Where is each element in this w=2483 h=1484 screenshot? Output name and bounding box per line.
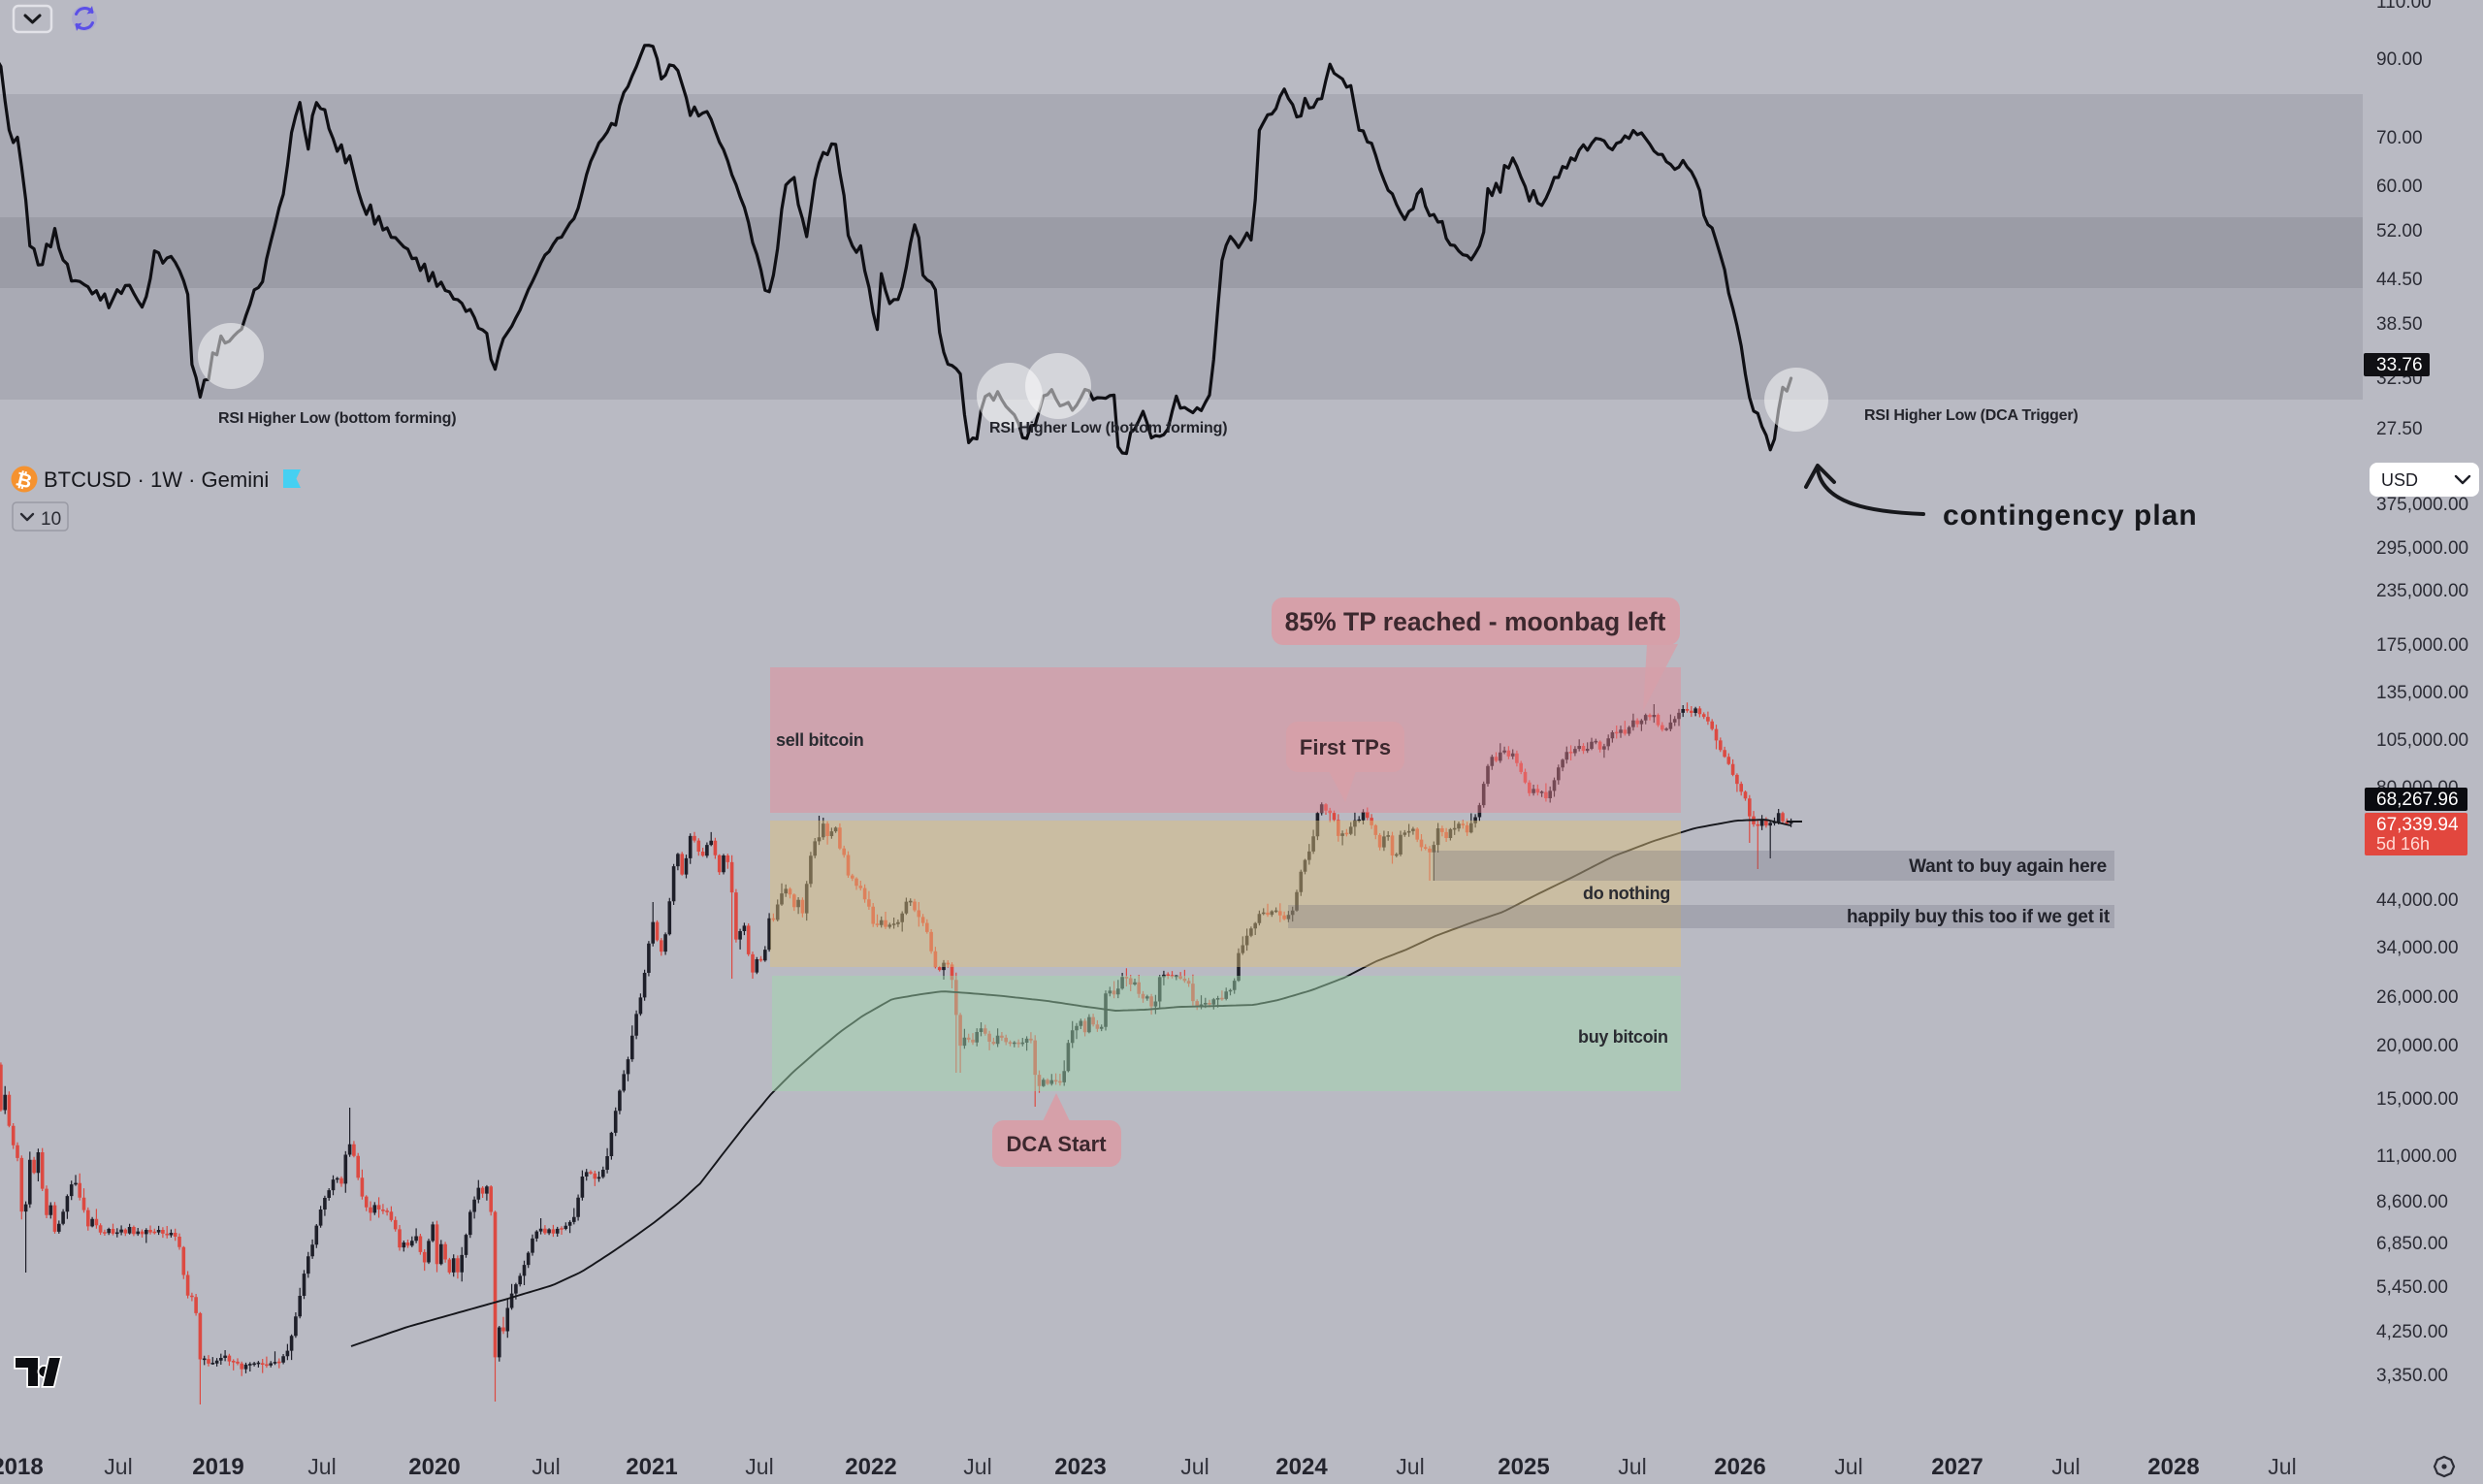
svg-text:₿: ₿ xyxy=(14,468,34,493)
svg-text:3,350.00: 3,350.00 xyxy=(2376,1366,2448,1386)
svg-text:2024: 2024 xyxy=(1275,1454,1328,1480)
svg-text:27.50: 27.50 xyxy=(2376,419,2423,439)
svg-text:USD: USD xyxy=(2381,470,2418,490)
svg-text:Jul: Jul xyxy=(1396,1454,1424,1479)
svg-text:contingency plan: contingency plan xyxy=(1943,500,2198,532)
svg-text:110.00: 110.00 xyxy=(2376,0,2432,13)
svg-text:175,000.00: 175,000.00 xyxy=(2376,635,2468,656)
svg-text:RSI Higher Low (DCA Trigger): RSI Higher Low (DCA Trigger) xyxy=(1864,407,2078,424)
svg-text:38.50: 38.50 xyxy=(2376,314,2423,335)
svg-text:5d 16h: 5d 16h xyxy=(2376,834,2430,854)
svg-text:2023: 2023 xyxy=(1054,1454,1106,1480)
svg-text:135,000.00: 135,000.00 xyxy=(2376,683,2468,703)
svg-text:6,850.00: 6,850.00 xyxy=(2376,1234,2448,1254)
svg-text:2018: 2018 xyxy=(0,1454,44,1480)
svg-text:52.00: 52.00 xyxy=(2376,221,2423,242)
svg-text:44.50: 44.50 xyxy=(2376,270,2423,290)
svg-text:happily buy this too if we get: happily buy this too if we get it xyxy=(1847,907,2111,927)
svg-text:Jul: Jul xyxy=(1618,1454,1646,1479)
svg-text:15,000.00: 15,000.00 xyxy=(2376,1089,2459,1110)
svg-text:RSI Higher Low (bottom forming: RSI Higher Low (bottom forming) xyxy=(218,410,456,427)
svg-text:DCA Start: DCA Start xyxy=(1006,1132,1107,1156)
svg-text:2022: 2022 xyxy=(845,1454,896,1480)
svg-text:34,000.00: 34,000.00 xyxy=(2376,938,2459,958)
svg-text:235,000.00: 235,000.00 xyxy=(2376,581,2468,601)
svg-text:26,000.00: 26,000.00 xyxy=(2376,987,2459,1008)
svg-text:First TPs: First TPs xyxy=(1300,735,1391,759)
svg-text:20,000.00: 20,000.00 xyxy=(2376,1036,2459,1056)
svg-text:33.76: 33.76 xyxy=(2376,355,2423,375)
svg-text:2026: 2026 xyxy=(1714,1454,1765,1480)
svg-text:Jul: Jul xyxy=(745,1454,773,1479)
svg-text:2027: 2027 xyxy=(1931,1454,1983,1480)
svg-text:70.00: 70.00 xyxy=(2376,128,2423,148)
svg-text:Jul: Jul xyxy=(104,1454,132,1479)
svg-text:RSI Higher Low (bottom forming: RSI Higher Low (bottom forming) xyxy=(989,420,1227,436)
svg-text:Jul: Jul xyxy=(2268,1454,2296,1479)
svg-text:sell bitcoin: sell bitcoin xyxy=(776,730,863,750)
svg-text:60.00: 60.00 xyxy=(2376,177,2423,197)
svg-text:Jul: Jul xyxy=(307,1454,336,1479)
svg-text:68,267.96: 68,267.96 xyxy=(2376,790,2459,810)
svg-text:10: 10 xyxy=(41,509,61,530)
svg-text:44,000.00: 44,000.00 xyxy=(2376,890,2459,911)
svg-text:11,000.00: 11,000.00 xyxy=(2376,1146,2457,1167)
svg-text:105,000.00: 105,000.00 xyxy=(2376,730,2468,751)
svg-text:BTCUSD · 1W · Gemini: BTCUSD · 1W · Gemini xyxy=(44,468,269,492)
svg-text:Jul: Jul xyxy=(532,1454,560,1479)
svg-text:85% TP reached - moonbag left: 85% TP reached - moonbag left xyxy=(1285,607,1666,636)
svg-text:Jul: Jul xyxy=(1180,1454,1209,1479)
svg-text:Jul: Jul xyxy=(2051,1454,2080,1479)
svg-text:2020: 2020 xyxy=(408,1454,460,1480)
svg-text:Jul: Jul xyxy=(963,1454,991,1479)
svg-text:67,339.94: 67,339.94 xyxy=(2376,815,2459,835)
svg-text:2028: 2028 xyxy=(2147,1454,2199,1480)
svg-text:4,250.00: 4,250.00 xyxy=(2376,1322,2448,1342)
svg-text:do nothing: do nothing xyxy=(1583,884,1670,903)
svg-text:375,000.00: 375,000.00 xyxy=(2376,495,2468,515)
svg-text:Want to buy again here: Want to buy again here xyxy=(1909,856,2107,877)
svg-text:buy bitcoin: buy bitcoin xyxy=(1578,1027,1668,1047)
svg-text:2025: 2025 xyxy=(1498,1454,1549,1480)
svg-text:90.00: 90.00 xyxy=(2376,49,2423,70)
svg-text:5,450.00: 5,450.00 xyxy=(2376,1277,2448,1298)
svg-text:2021: 2021 xyxy=(626,1454,677,1480)
svg-text:2019: 2019 xyxy=(192,1454,243,1480)
svg-text:8,600.00: 8,600.00 xyxy=(2376,1192,2448,1212)
svg-text:Jul: Jul xyxy=(1834,1454,1862,1479)
svg-text:295,000.00: 295,000.00 xyxy=(2376,538,2468,559)
